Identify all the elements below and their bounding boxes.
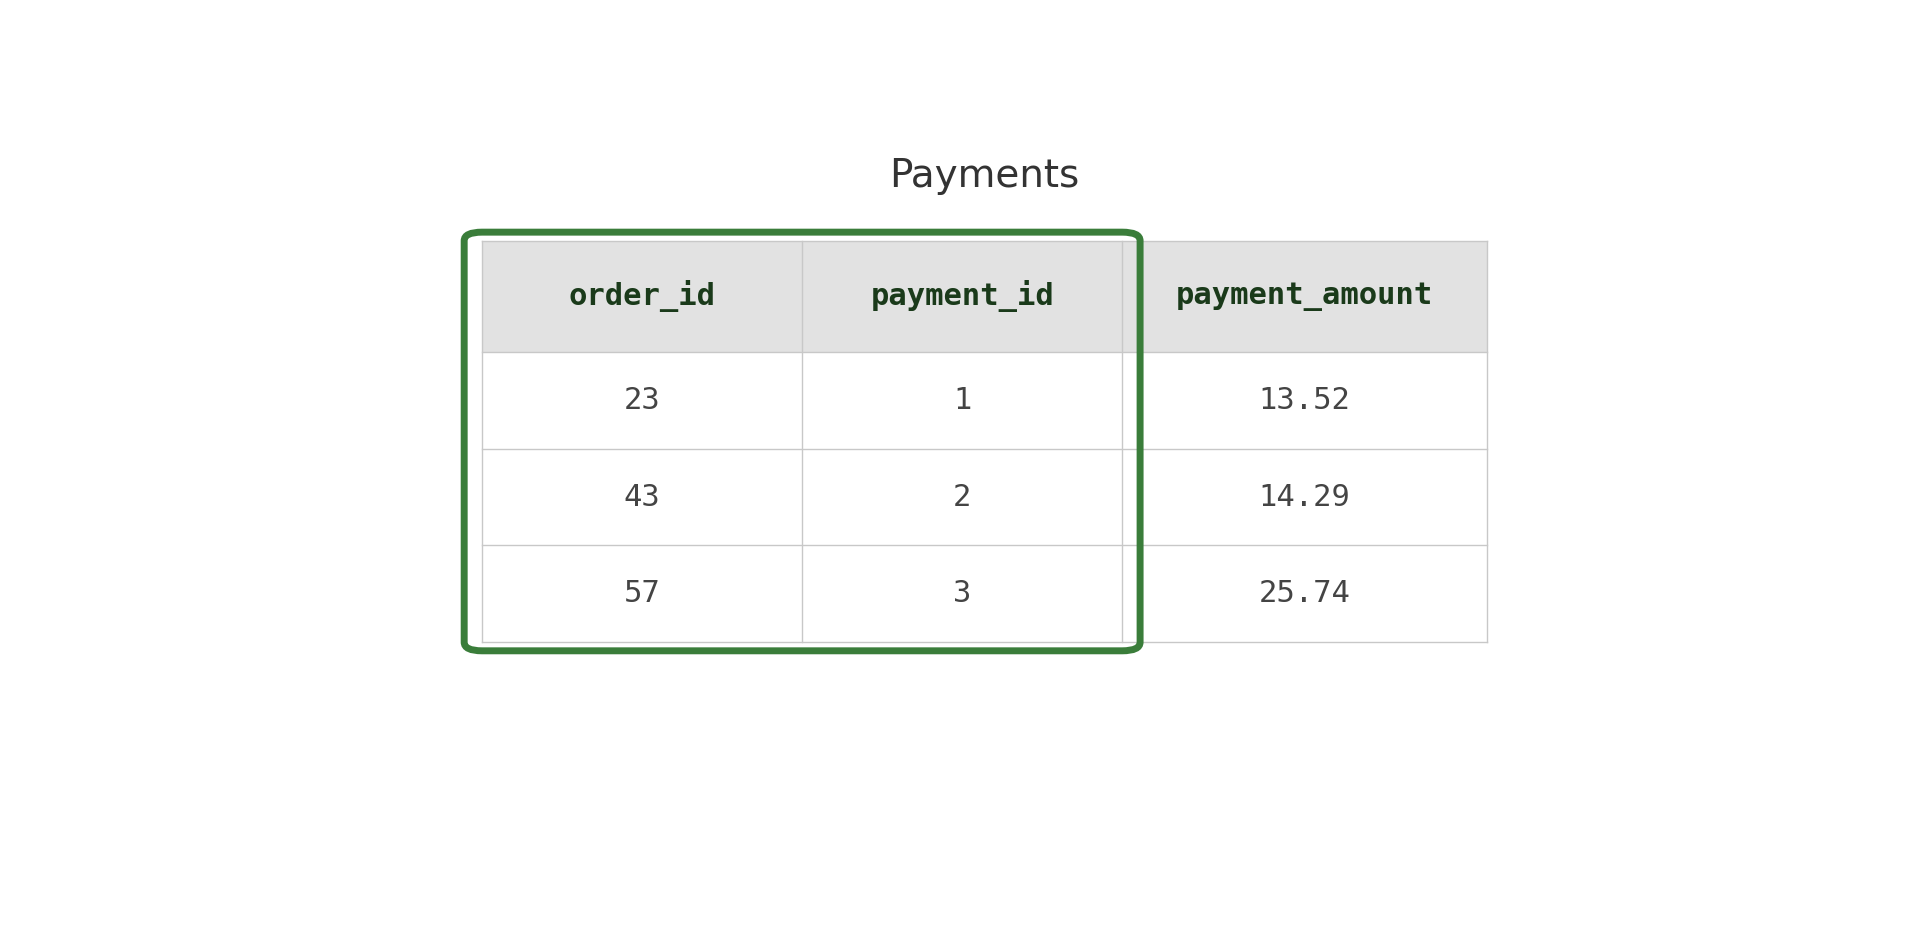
- Text: 2: 2: [953, 482, 972, 511]
- Bar: [482, 241, 1487, 352]
- Text: payment_id: payment_id: [870, 280, 1055, 312]
- Bar: [482, 546, 1487, 642]
- Text: order_id: order_id: [569, 280, 717, 312]
- Text: 1: 1: [953, 385, 972, 414]
- Text: 43: 43: [624, 482, 661, 511]
- Text: 57: 57: [624, 579, 661, 608]
- Text: 23: 23: [624, 385, 661, 414]
- Bar: [482, 352, 1487, 449]
- Text: 13.52: 13.52: [1258, 385, 1350, 414]
- Text: 25.74: 25.74: [1258, 579, 1350, 608]
- Bar: [482, 449, 1487, 546]
- Text: 3: 3: [953, 579, 972, 608]
- Text: Payments: Payments: [889, 157, 1080, 196]
- Text: 14.29: 14.29: [1258, 482, 1350, 511]
- Text: payment_amount: payment_amount: [1176, 282, 1433, 311]
